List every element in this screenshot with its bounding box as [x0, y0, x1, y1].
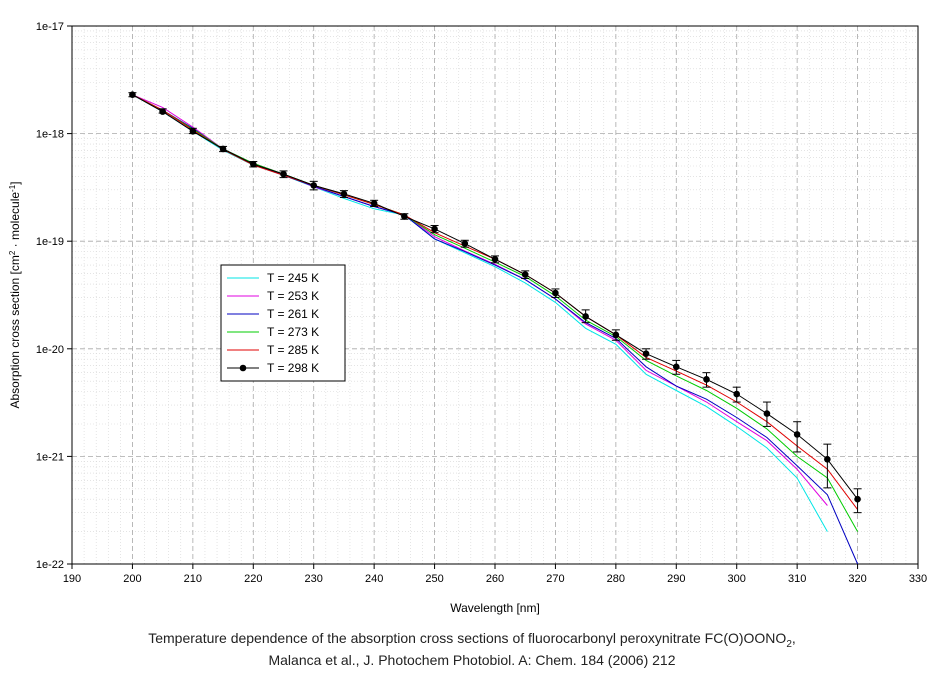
x-tick-label: 300	[728, 573, 746, 585]
x-tick-label: 190	[63, 573, 81, 585]
y-tick-label: 1e-19	[36, 236, 64, 248]
x-tick-label: 270	[546, 573, 564, 585]
y-axis-label-part-2: · molecule	[8, 192, 22, 251]
y-tick-label: 1e-18	[36, 129, 64, 141]
data-point	[672, 363, 680, 371]
legend-label: T = 261 K	[267, 307, 319, 321]
legend-label: T = 298 K	[267, 361, 319, 375]
y-axis-label: Absorption cross section [cm2 · molecule…	[8, 181, 23, 408]
x-tick-label: 260	[486, 573, 504, 585]
data-point	[370, 200, 378, 207]
y-tick-label: 1e-20	[36, 344, 64, 356]
y-tick-label: 1e-22	[36, 559, 64, 571]
data-point	[854, 495, 861, 503]
y-axis-label-part-1: Absorption cross section [cm	[8, 255, 22, 408]
data-point	[733, 390, 741, 398]
y-tick-label: 1e-21	[36, 451, 64, 463]
x-tick-label: 250	[425, 573, 443, 585]
x-tick-label: 290	[667, 573, 685, 585]
data-point	[642, 350, 650, 358]
data-point	[582, 313, 589, 320]
caption-main: Temperature dependence of the absorption…	[148, 630, 787, 646]
grid	[71, 25, 919, 565]
data-point	[280, 170, 287, 178]
caption-line-2: Malanca et al., J. Photochem Photobiol. …	[268, 652, 676, 668]
legend-label: T = 253 K	[267, 289, 319, 303]
data-point	[521, 271, 529, 278]
data-point	[310, 182, 318, 189]
legend-label: T = 245 K	[267, 271, 319, 285]
data-point	[401, 213, 408, 220]
data-point	[159, 108, 166, 115]
data-point	[129, 91, 136, 98]
data-point	[703, 376, 710, 383]
legend-marker	[239, 364, 247, 372]
x-tick-label: 230	[305, 573, 323, 585]
x-tick-label: 220	[244, 573, 262, 585]
x-tick-label: 210	[184, 573, 202, 585]
caption-end: ,	[791, 630, 796, 646]
x-tick-label: 310	[788, 573, 806, 585]
data-point	[219, 145, 227, 153]
data-point	[340, 190, 348, 198]
x-tick-label: 330	[909, 573, 927, 585]
y-axis-label-sup-2: -1	[8, 184, 17, 192]
data-point	[461, 240, 469, 247]
x-axis-label: Wavelength [nm]	[450, 601, 540, 615]
legend-label: T = 273 K	[267, 325, 319, 339]
y-axis-label-part-3: ]	[8, 181, 22, 184]
data-point	[552, 289, 559, 297]
data-point	[612, 331, 620, 339]
data-point	[824, 455, 831, 463]
x-tick-label: 240	[365, 573, 383, 585]
x-tick-label: 280	[607, 573, 625, 585]
axes: 190 200 210 220 230 240 250 260 270 280 290 300 310 3…	[36, 21, 927, 585]
y-tick-label: 1e-17	[36, 21, 64, 33]
x-tick-label: 200	[123, 573, 141, 585]
data-point	[491, 255, 499, 263]
caption-line-1: Temperature dependence of the absorption…	[0, 630, 944, 650]
legend-box	[220, 264, 346, 382]
data-point	[793, 431, 801, 438]
legend-label: T = 285 K	[267, 343, 319, 357]
x-tick-label: 320	[848, 573, 866, 585]
caption-subscript: 2	[786, 638, 792, 650]
series-layer	[128, 91, 862, 565]
data-point	[431, 225, 438, 233]
data-point	[763, 410, 771, 417]
data-point	[249, 160, 257, 168]
legend: T = 245 K T = 253 K T = 261 K T = 273 K T = …	[220, 264, 346, 382]
data-point	[189, 128, 197, 135]
y-axis-label-sup-1: 2	[8, 250, 17, 255]
